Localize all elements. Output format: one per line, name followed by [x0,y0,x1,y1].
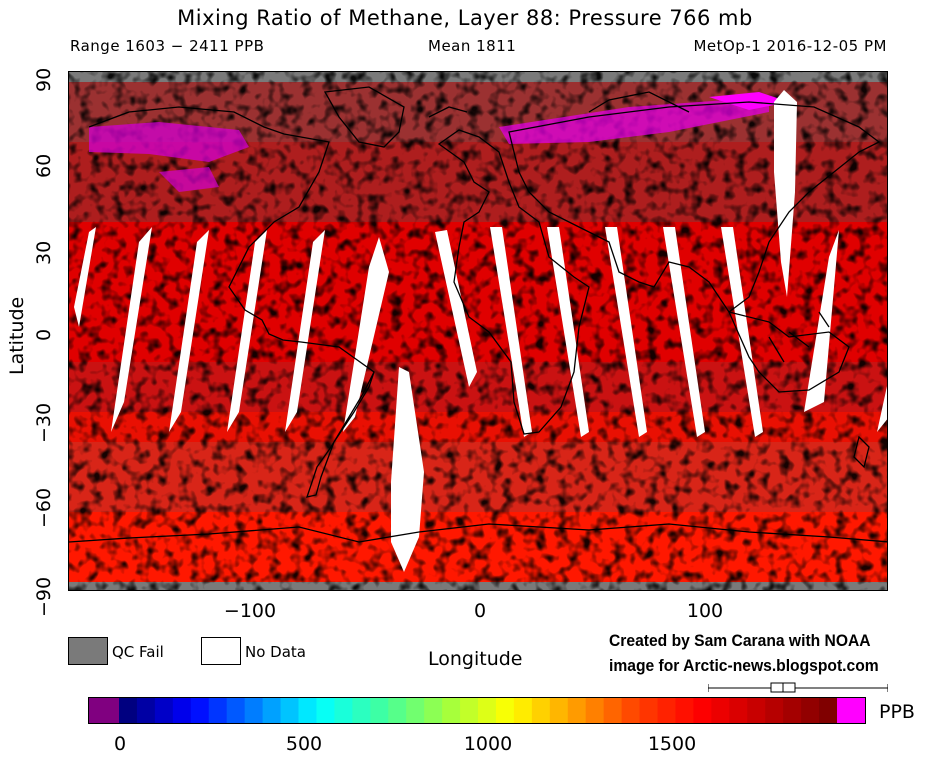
credit-line-2: image for Arctic-news.blogspot.com [609,656,879,675]
colorbar-segment [621,698,641,723]
colorbar-unit-label: PPB [879,701,915,723]
colorbar-segment [765,698,784,723]
colorbar-tick-label: 1000 [463,733,513,755]
colorbar-segment [406,698,425,723]
colorbar [88,697,866,724]
colorbar-segment [585,698,605,723]
colorbar-segment [208,698,228,723]
qc-fail-label: QC Fail [112,643,164,661]
colorbar-segment [316,698,335,723]
colorbar-segment [262,698,282,723]
colorbar-high-block [837,698,865,723]
colorbar-segment [370,698,389,723]
colorbar-segment [549,698,569,723]
colorbar-segment [119,698,138,723]
colorbar-segment [244,698,264,723]
colorbar-tick-label: 0 [113,733,127,755]
x-tick-label: −100 [223,600,277,622]
y-axis-label: Latitude [6,296,28,375]
y-tick-label: −60 [33,487,55,528]
methane-map [69,72,887,590]
credit-text: Created by Sam Carana with NOAA image fo… [609,628,879,678]
x-tick-label: 100 [686,600,724,622]
colorbar-segment [334,698,353,723]
x-tick-label: 0 [473,600,487,622]
colorbar-segment [495,698,515,723]
no-data-swatch [201,637,241,665]
colorbar-segment [711,698,730,723]
methane-data-field [69,72,887,590]
scale-bar [708,682,888,693]
colorbar-segment [603,698,623,723]
colorbar-segment [729,698,748,723]
y-tick-label: 0 [33,328,55,341]
colorbar-segment [136,698,156,723]
colorbar-segment [190,698,210,723]
no-data-label: No Data [245,643,306,661]
colorbar-segment [172,698,192,723]
colorbar-segment [442,698,461,723]
colorbar-tick-label: 1500 [647,733,697,755]
colorbar-segment [675,698,694,723]
colorbar-segment [801,698,820,723]
colorbar-segment [154,698,174,723]
colorbar-segment [819,698,838,723]
colorbar-segment [657,698,677,723]
colorbar-gradient [89,698,865,723]
colorbar-segment [639,698,659,723]
colorbar-segment [352,698,371,723]
colorbar-segment [478,698,497,723]
colorbar-segment [460,698,479,723]
colorbar-segment [388,698,407,723]
map-title: Mixing Ratio of Methane, Layer 88: Press… [177,6,753,30]
x-axis-label: Longitude [428,648,523,670]
y-tick-label: 90 [33,67,55,92]
colorbar-segment [226,698,246,723]
mean-label: Mean 1811 [428,37,517,55]
y-tick-label: −30 [33,402,55,443]
y-tick-label: −90 [33,576,55,617]
colorbar-segment [513,698,533,723]
credit-line-1: Created by Sam Carana with NOAA [609,631,871,650]
no-data-swaths [74,90,887,572]
range-label: Range 1603 − 2411 PPB [70,37,265,55]
map-plot-area [68,71,888,591]
colorbar-segment [567,698,587,723]
colorbar-segment [280,698,300,723]
y-tick-label: 60 [33,153,55,178]
colorbar-segment [783,698,802,723]
satellite-date-label: MetOp-1 2016-12-05 PM [693,37,887,55]
colorbar-segment [747,698,766,723]
colorbar-tick-label: 500 [285,733,323,755]
colorbar-segment [424,698,443,723]
colorbar-segment [693,698,712,723]
qc-fail-swatch [68,637,108,665]
coastlines [69,86,887,543]
y-tick-label: 30 [33,240,55,265]
colorbar-segment [298,698,318,723]
colorbar-segment [531,698,551,723]
colorbar-low-block [89,698,119,723]
